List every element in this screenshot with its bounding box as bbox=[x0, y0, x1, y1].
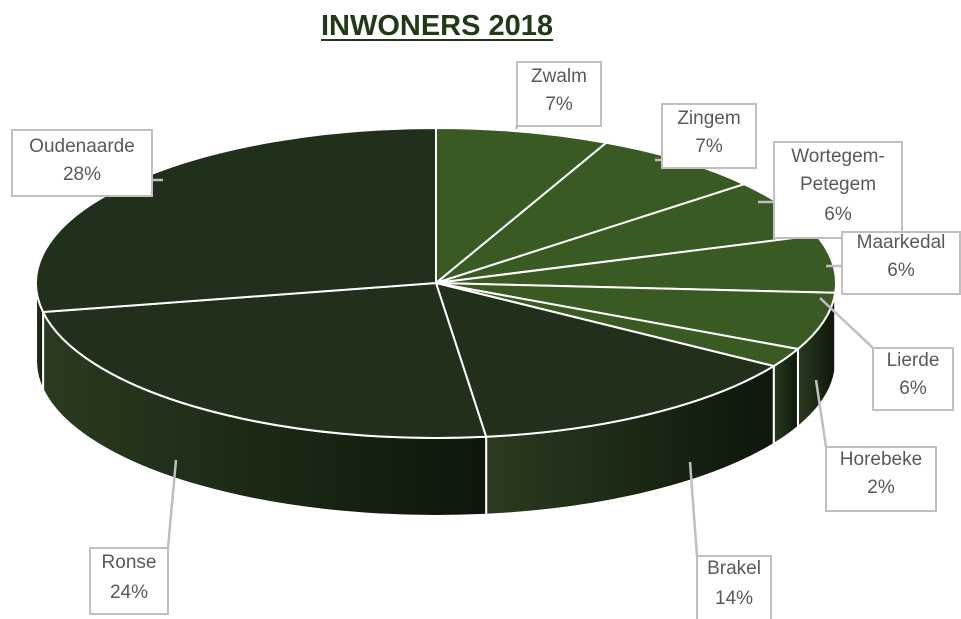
slice-label-horebeke: Horebeke bbox=[840, 449, 922, 470]
slice-value-zingem: 7% bbox=[695, 136, 723, 157]
label-box-oudenaarde bbox=[11, 129, 153, 197]
label-box-lierde bbox=[872, 347, 954, 411]
pie-slice-lierde bbox=[435, 282, 837, 351]
slice-label-ronse: Ronse bbox=[102, 552, 157, 573]
slice-label-oudenaarde: Oudenaarde bbox=[29, 136, 135, 157]
leader-line-horebeke bbox=[814, 379, 828, 448]
pie-top-group bbox=[35, 126, 837, 439]
slice-label-wortegem-petegem-2: Petegem bbox=[800, 174, 876, 195]
slice-label-zwalm: Zwalm bbox=[531, 66, 587, 87]
chart-title: INWONERS 2018 bbox=[320, 10, 554, 42]
label-box-zwalm bbox=[516, 61, 602, 127]
label-box-maarkedal bbox=[841, 231, 961, 295]
label-box-horebeke bbox=[825, 446, 937, 512]
leader-line-lierde bbox=[819, 297, 874, 349]
label-box-ronse bbox=[89, 547, 169, 615]
leader-line-ronse bbox=[166, 459, 178, 549]
slice-label-wortegem-petegem-1: Wortegem- bbox=[791, 146, 885, 167]
slice-label-brakel: Brakel bbox=[707, 558, 761, 579]
slice-value-lierde: 6% bbox=[899, 378, 927, 399]
label-box-brakel bbox=[696, 555, 772, 619]
slice-value-brakel: 14% bbox=[715, 588, 753, 609]
slice-label-zingem: Zingem bbox=[677, 108, 740, 129]
pie-slice-brakel bbox=[434, 281, 777, 438]
pie-slice-zwalm bbox=[435, 126, 609, 286]
slice-label-lierde: Lierde bbox=[887, 350, 940, 371]
slice-value-zwalm: 7% bbox=[545, 94, 573, 115]
slice-label-maarkedal: Maarkedal bbox=[857, 232, 946, 253]
leader-line-brakel bbox=[688, 461, 699, 557]
slice-value-wortegem-petegem: 6% bbox=[824, 204, 852, 225]
slice-value-oudenaarde: 28% bbox=[63, 164, 101, 185]
pie-slice-ronse bbox=[41, 281, 488, 439]
label-box-zingem bbox=[661, 103, 757, 169]
slice-value-maarkedal: 6% bbox=[887, 260, 915, 281]
label-box-wortegem-petegem bbox=[773, 141, 903, 239]
slice-value-horebeke: 2% bbox=[867, 477, 895, 498]
slice-value-ronse: 24% bbox=[110, 582, 148, 603]
